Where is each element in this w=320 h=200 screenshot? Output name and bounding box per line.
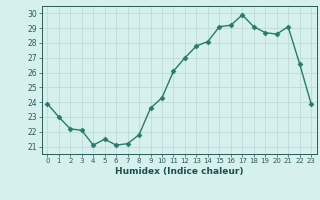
X-axis label: Humidex (Indice chaleur): Humidex (Indice chaleur) (115, 167, 244, 176)
